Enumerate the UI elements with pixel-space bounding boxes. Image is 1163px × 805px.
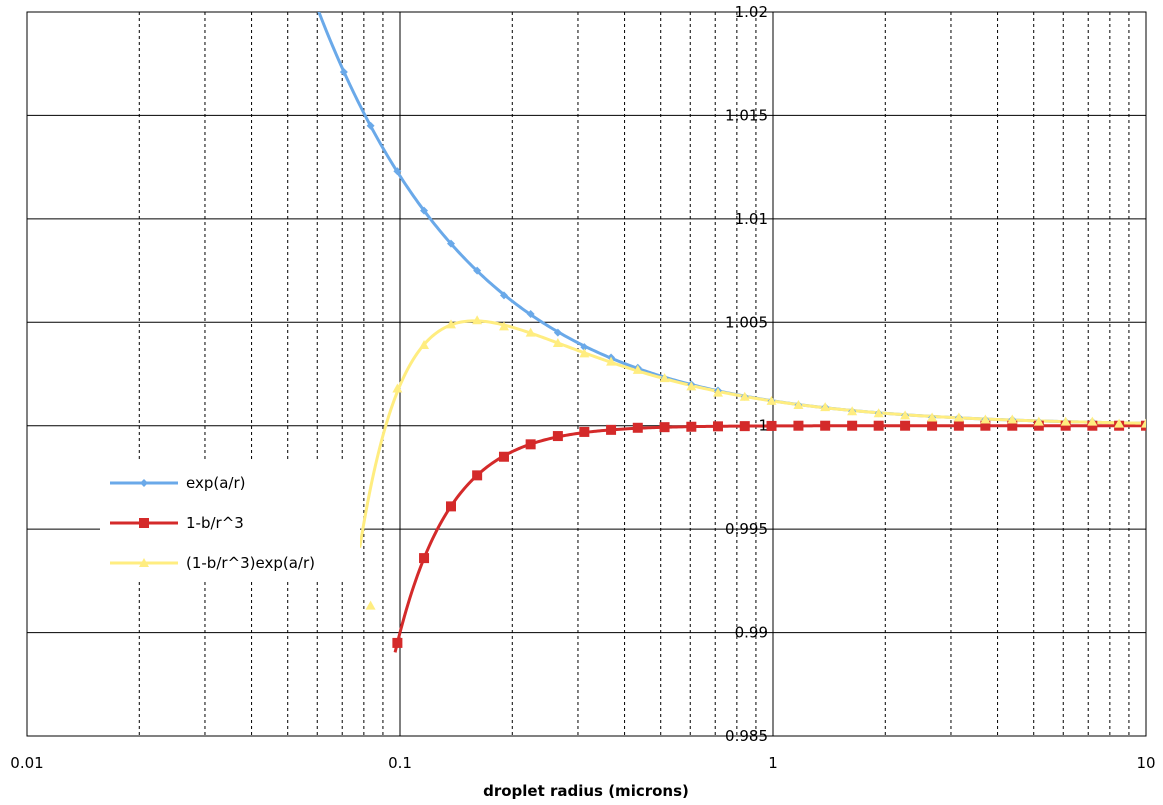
data-point — [552, 431, 563, 442]
data-point — [927, 420, 938, 431]
data-point — [580, 343, 589, 352]
data-point — [847, 420, 858, 431]
y-tick-label: 1.01 — [735, 210, 768, 228]
data-point — [392, 383, 403, 393]
data-point — [900, 410, 911, 420]
data-point — [365, 600, 376, 610]
data-point — [1007, 414, 1018, 424]
y-tick-label: 1.02 — [735, 3, 768, 21]
data-point — [1033, 420, 1044, 431]
x-tick-label: 10 — [1136, 754, 1155, 772]
y-tick-label: 1.005 — [725, 313, 768, 331]
legend-label: (1-b/r^3)exp(a/r) — [186, 554, 315, 572]
data-point — [1114, 418, 1125, 428]
data-point — [900, 420, 911, 431]
data-point — [847, 406, 858, 416]
data-point — [632, 364, 643, 374]
legend: exp(a/r) 1-b/r^3 (1-b/r^3)exp(a/r) — [100, 462, 360, 582]
data-point — [472, 315, 483, 325]
x-tick-label: 0.01 — [10, 754, 43, 772]
data-point — [739, 421, 750, 432]
data-point — [1060, 420, 1071, 431]
data-point — [980, 414, 991, 424]
data-point — [526, 310, 535, 319]
x-tick-label: 1 — [768, 754, 778, 772]
data-point — [873, 408, 884, 418]
data-point — [953, 420, 964, 431]
data-point — [820, 402, 831, 412]
data-point — [1087, 420, 1098, 431]
data-point — [686, 381, 697, 391]
data-point — [139, 558, 149, 567]
data-point — [1141, 418, 1146, 428]
data-point — [712, 387, 723, 397]
data-point — [632, 422, 643, 433]
data-point — [552, 337, 563, 347]
data-point — [366, 121, 375, 130]
y-tick-label: 1.015 — [725, 106, 768, 124]
data-point — [927, 412, 938, 422]
data-point — [1033, 416, 1044, 426]
data-point — [472, 470, 483, 481]
data-point — [498, 321, 509, 331]
data-point — [1060, 416, 1071, 426]
data-point — [419, 340, 430, 350]
data-point — [659, 373, 670, 383]
x-tick-label: 0.1 — [388, 754, 412, 772]
data-point — [579, 426, 590, 437]
data-point — [1007, 420, 1018, 431]
x-axis-label: droplet radius (microns) — [483, 782, 689, 800]
data-point — [980, 420, 991, 431]
series-line — [358, 319, 1146, 548]
data-point — [473, 266, 482, 275]
data-point — [446, 239, 455, 248]
data-point — [445, 501, 456, 512]
data-point — [139, 518, 149, 528]
data-point — [793, 400, 804, 410]
y-tick-labels: 0.985 0.99 0.995 1 1.005 1.01 1.015 1.02 — [725, 3, 768, 745]
data-point — [739, 391, 750, 401]
data-point — [1087, 416, 1098, 426]
data-point — [525, 327, 536, 337]
data-point — [953, 412, 964, 422]
data-point — [579, 348, 590, 358]
data-point — [525, 439, 536, 450]
data-point — [712, 421, 723, 432]
data-point — [499, 291, 508, 300]
data-point — [659, 422, 670, 433]
y-tick-label: 0.99 — [735, 624, 768, 642]
data-point — [606, 424, 617, 435]
data-point — [419, 553, 430, 564]
x-tick-labels: 0.01 0.1 1 10 — [10, 754, 1155, 772]
data-point — [393, 167, 402, 176]
data-point — [686, 421, 697, 432]
plot-area — [26, 11, 1147, 737]
grid — [26, 11, 1147, 737]
data-point — [553, 328, 562, 337]
y-tick-label: 0.985 — [725, 727, 768, 745]
data-point — [140, 479, 148, 487]
data-point — [498, 451, 509, 462]
y-tick-label: 0.995 — [725, 520, 768, 538]
marker-layer — [339, 67, 1146, 648]
y-tick-label: 1 — [758, 417, 768, 435]
data-point — [392, 637, 403, 648]
data-point — [766, 395, 777, 405]
legend-label: exp(a/r) — [186, 474, 245, 492]
data-point — [606, 356, 617, 366]
data-point — [339, 67, 348, 76]
data-point — [793, 420, 804, 431]
data-point — [873, 420, 884, 431]
data-point — [445, 319, 456, 329]
data-point — [420, 206, 429, 215]
data-point — [766, 420, 777, 431]
data-point — [820, 420, 831, 431]
series-line — [317, 12, 1146, 425]
legend-label: 1-b/r^3 — [186, 514, 244, 532]
